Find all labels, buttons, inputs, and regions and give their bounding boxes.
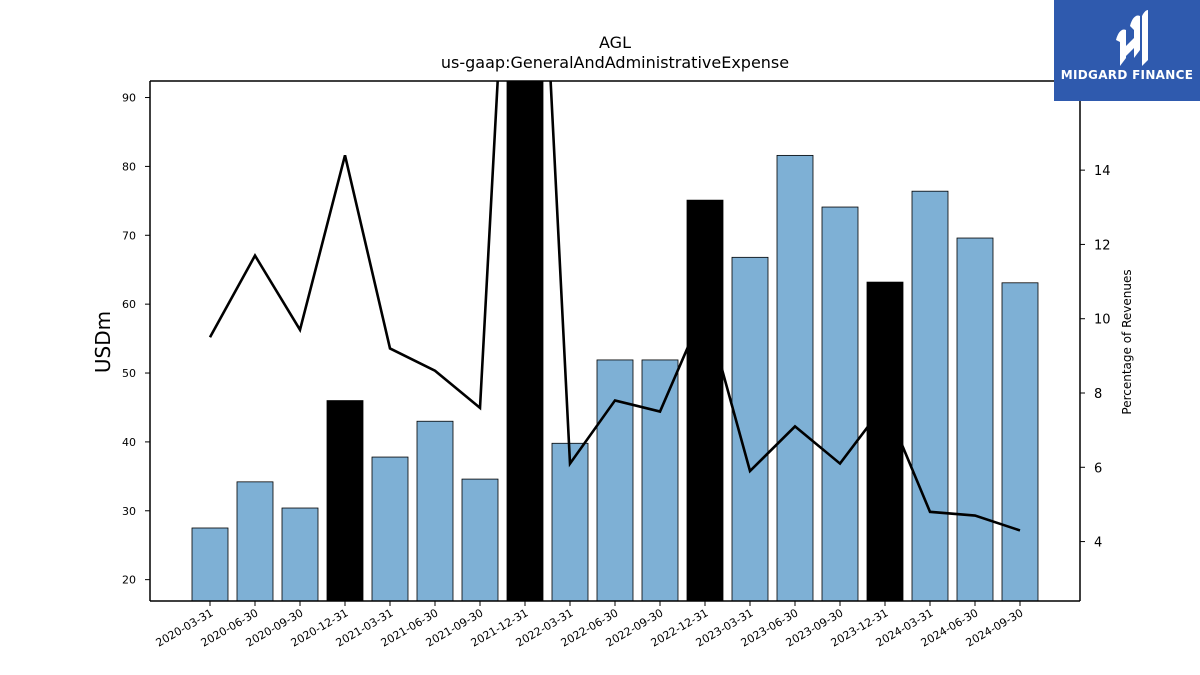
bar-2022-12-31 (686, 199, 724, 601)
line-group (208, 81, 1021, 532)
bar-2020-03-31 (191, 527, 229, 601)
y-tick-label: 50 (122, 367, 136, 380)
y-tick-label: 90 (122, 92, 136, 105)
bar-2022-03-31 (551, 442, 589, 601)
brand-logo-text: MIDGARD FINANCE (1060, 68, 1194, 82)
bar-2020-06-30 (236, 481, 274, 601)
bar-2023-09-30 (821, 206, 859, 601)
chart-subtitle: us-gaap:GeneralAndAdministrativeExpense (441, 53, 789, 72)
bar-2020-09-30 (281, 507, 319, 601)
y2-tick-label: 12 (1094, 238, 1111, 253)
y-tick-label: 20 (122, 574, 136, 587)
bar-2024-03-31 (911, 190, 949, 601)
brand-logo: MIDGARD FINANCE (1054, 0, 1200, 101)
y-tick-label: 30 (122, 505, 136, 518)
line-percentage-of-revenues (208, 81, 1021, 532)
bar-2021-09-30 (461, 478, 499, 601)
bar-2020-12-31 (326, 400, 364, 601)
bar-2021-12-31 (506, 81, 544, 601)
y2-tick-label: 4 (1094, 536, 1102, 551)
y2-tick-label: 8 (1094, 387, 1102, 402)
y2-tick-label: 14 (1094, 164, 1111, 179)
bar-2021-06-30 (416, 420, 454, 601)
bar-2022-09-30 (641, 359, 679, 601)
bar-2022-06-30 (596, 359, 634, 601)
y-axis-label: USDm (91, 311, 115, 373)
bar-2023-12-31 (866, 281, 904, 601)
bar-2024-09-30 (1001, 282, 1039, 601)
y2-tick-label: 10 (1094, 313, 1111, 328)
bar-2021-03-31 (371, 456, 409, 601)
y-tick-label: 60 (122, 298, 136, 311)
y-tick-label: 40 (122, 436, 136, 449)
brand-logo-icon (1116, 10, 1148, 66)
axes: 20304050607080904681012142020-03-312020-… (122, 80, 1111, 650)
chart-title: AGL (599, 33, 631, 52)
y-tick-label: 70 (122, 229, 136, 242)
y2-tick-label: 6 (1094, 461, 1102, 476)
bar-2023-06-30 (776, 154, 814, 601)
y-tick-label: 80 (122, 160, 136, 173)
bar-group (191, 81, 1039, 601)
bar-2024-06-30 (956, 237, 994, 601)
y2-axis-label: Percentage of Revenues (1120, 269, 1134, 414)
